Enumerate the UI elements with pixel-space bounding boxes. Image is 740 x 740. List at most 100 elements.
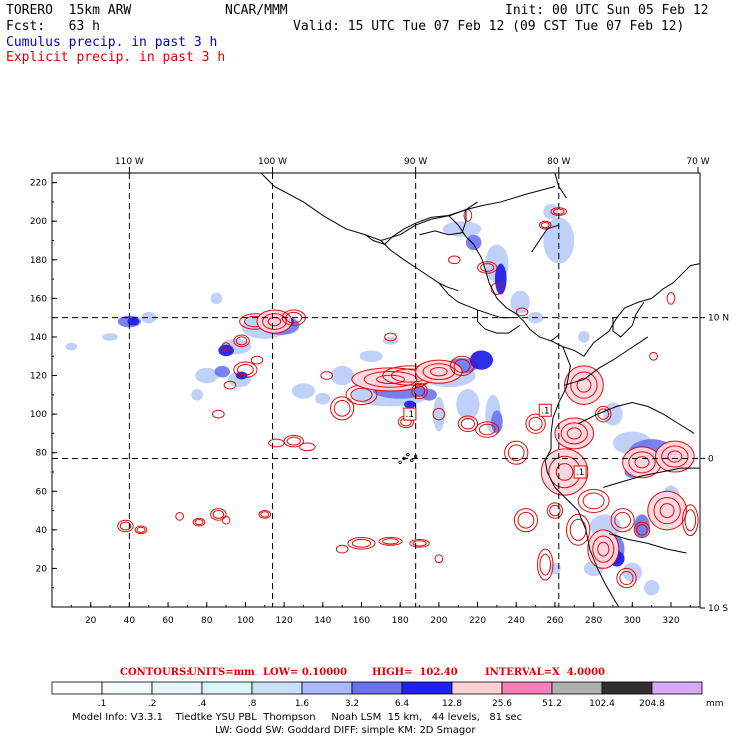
explicit-contour — [475, 421, 500, 438]
colorbar-swatch — [351, 681, 403, 695]
explicit-contour — [636, 524, 648, 536]
explicit-contour — [194, 519, 204, 526]
explicit-contour — [507, 444, 525, 462]
colorbar-swatch — [501, 681, 553, 695]
explicit-contour — [409, 538, 430, 548]
cumulus-cell — [140, 311, 157, 324]
cumulus-cell — [315, 392, 331, 405]
cumulus-cell — [494, 263, 507, 295]
explicit-contour — [212, 409, 225, 419]
explicit-contour — [233, 334, 250, 348]
x-tick-label: 60 — [162, 616, 174, 626]
coastline — [380, 240, 459, 292]
lat-lon-grid — [52, 173, 700, 607]
lat-label: 10 S — [708, 604, 728, 614]
explicit-contour — [449, 355, 475, 377]
cumulus-cell — [543, 217, 575, 264]
coastline — [577, 402, 695, 434]
explicit-contour — [539, 553, 552, 576]
init-time: Init: 00 UTC Sun 05 Feb 12 — [505, 3, 709, 18]
explicit-contour — [682, 504, 699, 537]
explicit-precip-contours — [117, 207, 699, 589]
y-tick-label: 180 — [30, 256, 47, 266]
explicit-contour — [538, 220, 552, 230]
explicit-contour — [250, 355, 264, 365]
lon-label: 70 W — [686, 157, 709, 167]
colorbar-label: .1 — [98, 699, 107, 709]
contours-units: UNITS=mm — [188, 667, 255, 678]
explicit-contour — [566, 427, 582, 440]
explicit-contour — [378, 537, 403, 546]
x-tick-label: 180 — [392, 616, 409, 626]
explicit-contour — [633, 521, 651, 539]
map-markers: .1 .1 .1 — [403, 403, 587, 479]
y-tick-label: 40 — [36, 526, 48, 536]
marker: .1 — [403, 407, 417, 421]
marker: .1 — [538, 403, 552, 417]
colorbar-swatch — [151, 681, 203, 695]
y-tick-label: 20 — [36, 564, 48, 574]
x-tick-label: 140 — [314, 616, 331, 626]
explicit-contour — [515, 307, 529, 317]
colorbar-label: .8 — [248, 699, 257, 709]
forecast-hour: Fcst: 63 h — [6, 19, 100, 34]
coastline — [465, 186, 556, 211]
cumulus-cell — [578, 331, 590, 343]
explicit-contour — [513, 508, 539, 533]
explicit-contour — [684, 509, 697, 532]
colorbar-label: 6.4 — [395, 699, 410, 709]
explicit-contour — [320, 371, 333, 380]
x-tick-label: 40 — [124, 616, 136, 626]
cumulus-cell — [433, 396, 445, 432]
y-tick-label: 60 — [36, 487, 48, 497]
x-tick-label: 280 — [585, 616, 602, 626]
lat-label: 10 N — [708, 314, 729, 324]
explicit-contour — [649, 351, 658, 361]
explicit-contour — [258, 510, 272, 519]
explicit-contour — [667, 450, 683, 463]
coastline — [448, 215, 560, 342]
explicit-contour — [549, 504, 561, 517]
explicit-contour — [659, 503, 675, 518]
explicit-contour — [528, 416, 543, 431]
organization: NCAR/MMM — [225, 3, 288, 18]
lon-label: 80 W — [547, 157, 570, 167]
cumulus-cell — [195, 367, 219, 384]
explicit-contour — [192, 517, 206, 527]
explicit-contour — [595, 405, 612, 423]
explicit-contour — [577, 488, 610, 513]
legend-cumulus: Cumulus precip. in past 3 h — [6, 35, 218, 50]
colorbar-label: 102.4 — [589, 699, 615, 709]
coastline — [608, 533, 687, 554]
marker-box — [538, 403, 552, 417]
explicit-contour — [666, 292, 676, 305]
cumulus-cell — [469, 350, 494, 370]
cumulus-cell — [421, 389, 437, 401]
explicit-contour — [210, 508, 227, 521]
explicit-contour — [235, 336, 248, 346]
explicit-contour — [363, 371, 418, 388]
y-tick-label: 160 — [30, 294, 47, 304]
colorbar-label: 51.2 — [542, 699, 562, 709]
coastline — [477, 309, 521, 334]
explicit-contour — [286, 436, 301, 446]
explicit-contour — [592, 535, 615, 563]
y-tick-label: 140 — [30, 333, 47, 343]
explicit-contour — [614, 511, 632, 529]
x-tick-label: 20 — [85, 616, 97, 626]
explicit-contour — [448, 255, 461, 265]
explicit-contour — [616, 567, 637, 589]
explicit-contour — [430, 367, 448, 377]
explicit-contour — [566, 513, 591, 546]
coastline — [564, 336, 649, 386]
explicit-contour — [283, 434, 304, 448]
explicit-contour — [576, 377, 592, 393]
cumulus-cell — [404, 400, 416, 409]
colorbar-swatch — [551, 681, 603, 695]
explicit-contour — [136, 526, 146, 533]
lon-label: 90 W — [404, 157, 427, 167]
explicit-contour — [260, 511, 270, 518]
coastline — [365, 208, 467, 245]
explicit-contour — [653, 496, 681, 525]
